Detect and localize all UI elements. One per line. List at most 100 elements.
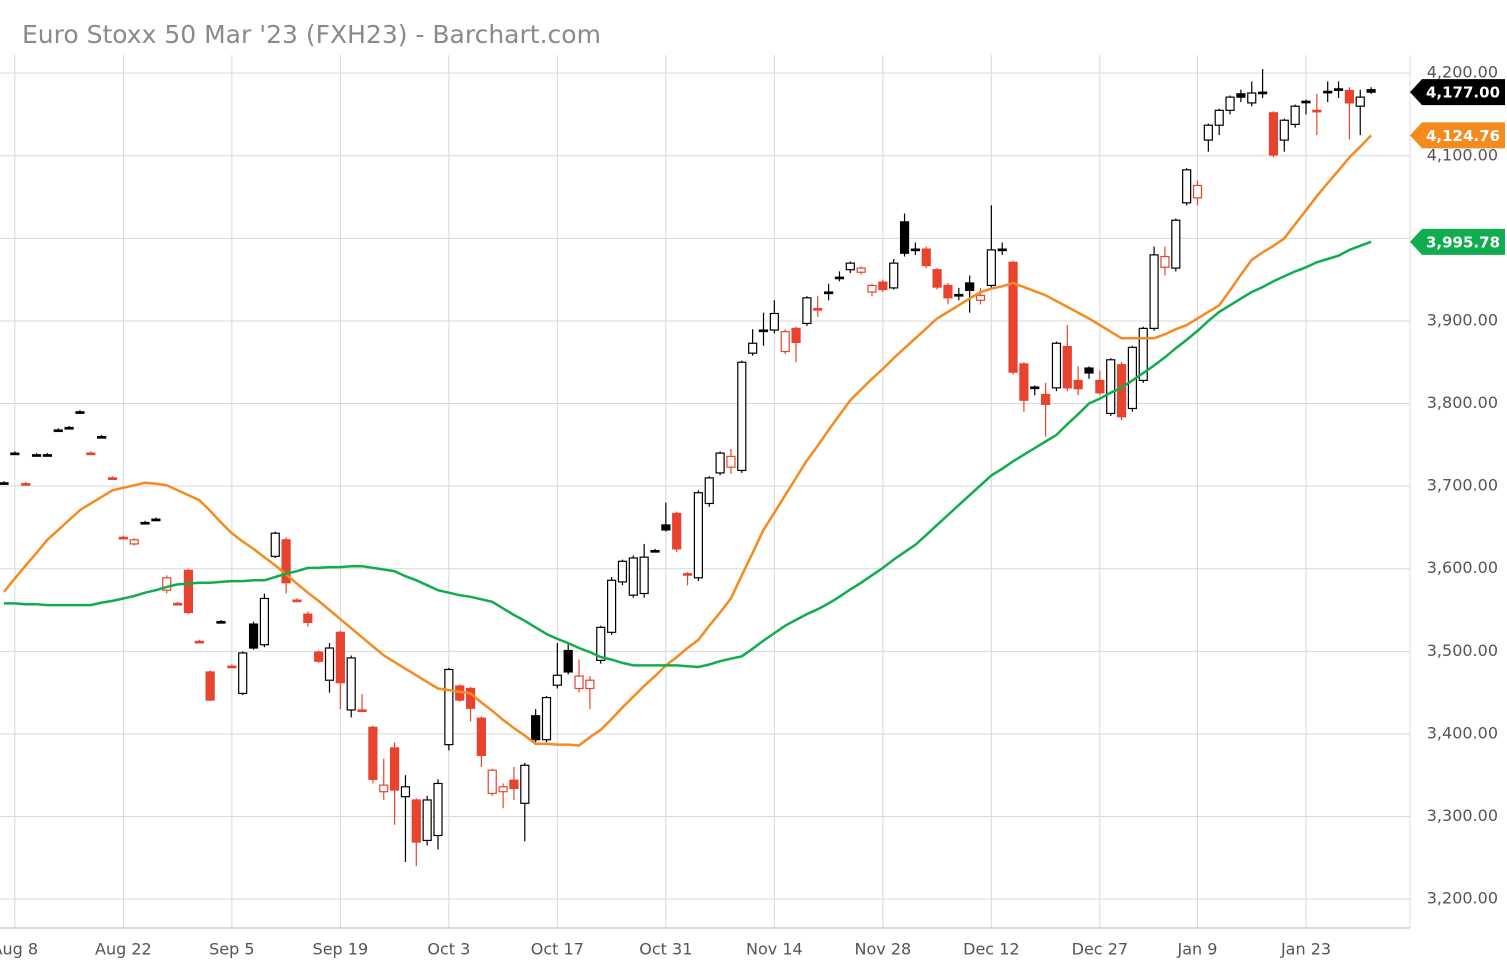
candle-body bbox=[1236, 93, 1246, 98]
candle-body bbox=[10, 452, 20, 456]
x-tick-label: Sep 19 bbox=[313, 940, 369, 959]
y-tick-label: 4,200.00 bbox=[1427, 63, 1498, 82]
candle-body bbox=[1008, 261, 1018, 373]
candle-body bbox=[107, 477, 118, 480]
candle-body bbox=[1116, 364, 1127, 418]
candle-body bbox=[780, 331, 790, 353]
candle-body bbox=[661, 524, 671, 531]
y-tick-label: 4,100.00 bbox=[1427, 145, 1498, 164]
candle-body bbox=[0, 482, 9, 485]
candle-body bbox=[31, 454, 42, 457]
candle-body bbox=[1160, 255, 1170, 268]
candle-body bbox=[758, 329, 769, 333]
candle-body bbox=[1268, 112, 1279, 156]
candle-body bbox=[1040, 393, 1051, 405]
candle-body bbox=[324, 647, 335, 681]
candle-body bbox=[259, 597, 269, 646]
y-tick-label: 3,700.00 bbox=[1427, 476, 1498, 495]
candle-body bbox=[1095, 379, 1105, 394]
candle-body bbox=[509, 779, 519, 790]
moving-average bbox=[3, 134, 1373, 747]
candle-body bbox=[802, 297, 812, 325]
x-tick-label: Sep 5 bbox=[209, 940, 254, 959]
candle-body bbox=[444, 668, 454, 746]
x-tick-label: Aug 8 bbox=[0, 940, 38, 959]
candle-body bbox=[86, 452, 96, 456]
y-tick-label: 3,200.00 bbox=[1427, 889, 1498, 908]
candle-body bbox=[335, 631, 345, 684]
candle-body bbox=[574, 675, 584, 690]
candle-body bbox=[487, 769, 497, 794]
candle-body bbox=[476, 717, 486, 756]
candle-body bbox=[173, 602, 183, 606]
candle-body bbox=[704, 477, 714, 505]
x-tick-label: Aug 22 bbox=[95, 940, 152, 959]
candle-body bbox=[867, 284, 877, 293]
candle-body bbox=[465, 687, 476, 709]
candle-body bbox=[1366, 89, 1376, 93]
price-tag bbox=[1410, 79, 1505, 106]
candle-body bbox=[42, 454, 53, 457]
candle-body bbox=[1182, 169, 1192, 204]
x-tick-label: Oct 3 bbox=[427, 940, 470, 959]
candle-body bbox=[845, 262, 855, 271]
candle-body bbox=[162, 577, 172, 591]
candle-body bbox=[390, 747, 400, 791]
candle-body bbox=[433, 782, 443, 837]
candle-body bbox=[498, 786, 508, 793]
x-tick-label: Nov 28 bbox=[855, 940, 912, 959]
candle-body bbox=[585, 679, 595, 690]
candle-body bbox=[238, 652, 248, 695]
candle-body bbox=[650, 549, 660, 553]
candle-body bbox=[1214, 109, 1224, 126]
candle-body bbox=[1019, 363, 1029, 401]
candle-body bbox=[411, 799, 421, 843]
candle-body bbox=[1203, 124, 1213, 141]
candle-body bbox=[1192, 184, 1203, 199]
candle-body bbox=[1279, 119, 1289, 141]
candle-body bbox=[194, 640, 204, 644]
candle-body bbox=[1247, 92, 1257, 104]
candle-body bbox=[986, 249, 996, 287]
candle-body bbox=[303, 613, 313, 624]
candle-body bbox=[932, 269, 942, 288]
candle-body bbox=[248, 623, 259, 649]
candle-body bbox=[1051, 342, 1062, 389]
candle-body bbox=[910, 248, 921, 252]
candle-body bbox=[975, 294, 986, 301]
candle-body bbox=[1106, 359, 1116, 415]
candle-body bbox=[520, 764, 530, 804]
candle-body bbox=[357, 709, 367, 713]
x-tick-label: Oct 31 bbox=[639, 940, 692, 959]
candle-body bbox=[693, 492, 704, 579]
candle-body bbox=[834, 276, 845, 280]
candle-body bbox=[1257, 91, 1268, 95]
candle-body bbox=[400, 786, 411, 798]
candle-body bbox=[379, 784, 389, 793]
candle-body bbox=[1073, 379, 1083, 390]
x-tick-label: Dec 12 bbox=[963, 940, 1019, 959]
candle-body bbox=[1138, 327, 1148, 382]
price-tag bbox=[1410, 228, 1505, 255]
candle-body bbox=[965, 282, 975, 291]
candle-body bbox=[75, 411, 85, 414]
candle-body bbox=[346, 657, 356, 711]
chart-title: Euro Stoxx 50 Mar '23 (FXH23) - Barchart… bbox=[22, 20, 601, 49]
y-tick-label: 3,600.00 bbox=[1427, 558, 1498, 577]
candle-body bbox=[997, 248, 1007, 252]
candle-body bbox=[151, 518, 161, 522]
candle-body bbox=[1030, 386, 1040, 390]
candle-body bbox=[791, 327, 801, 344]
moving-average bbox=[4, 240, 1372, 669]
candle-body bbox=[1312, 109, 1322, 113]
candle-body bbox=[1333, 88, 1344, 91]
candle-body bbox=[1225, 96, 1235, 111]
price-tag bbox=[1410, 122, 1505, 149]
candle-body bbox=[541, 696, 552, 741]
candle-body bbox=[878, 281, 888, 291]
candle-body bbox=[183, 569, 194, 614]
x-tick-label: Jan 9 bbox=[1177, 940, 1218, 959]
candle-body bbox=[606, 579, 617, 633]
candle-body bbox=[769, 312, 779, 331]
candle-body bbox=[715, 452, 725, 474]
